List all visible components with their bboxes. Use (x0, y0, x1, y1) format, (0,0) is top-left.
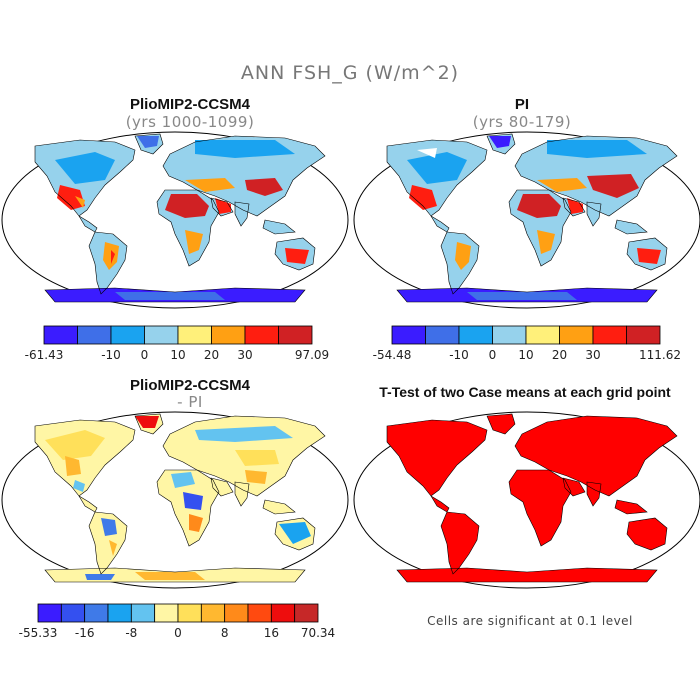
colorbar-swatch (270, 603, 296, 623)
panel-diff-title: PlioMIP2-CCSM4 (129, 377, 250, 394)
colorbar-swatch (626, 325, 661, 345)
colorbar-tick-label: 70.34 (301, 626, 335, 640)
colorbar-tick-label: 16 (264, 626, 279, 640)
colorbar-tick-label: 20 (204, 348, 219, 362)
colorbar-swatch (278, 325, 313, 345)
colorbar-swatch (224, 603, 249, 623)
colorbar-swatch (294, 603, 319, 623)
colorbar-swatch (177, 325, 212, 345)
colorbar-swatch (200, 603, 226, 623)
map-case (1, 131, 349, 309)
colorbar-diff: -55.33 -16 -8 0 8 16 70.34 (19, 603, 335, 640)
colorbar-tick-label: 0 (174, 626, 182, 640)
colorbar-tick-label: 97.09 (295, 348, 329, 362)
colorbar-swatch (425, 325, 460, 345)
colorbar-tick-label: 30 (585, 348, 600, 362)
colorbar-swatch (77, 325, 112, 345)
colorbar-swatch (110, 325, 145, 345)
colorbar-case: -61.43 -10 0 10 20 30 97.09 (25, 325, 329, 362)
colorbar-swatch (559, 325, 594, 345)
colorbar-swatch (458, 325, 493, 345)
map-ttest (353, 411, 700, 589)
colorbar-swatch (247, 603, 272, 623)
colorbar-tick-label: 10 (518, 348, 533, 362)
panel-ttest-title: T-Test of two Case means at each grid po… (379, 384, 671, 400)
colorbar-swatch (154, 603, 179, 623)
colorbar-swatch (211, 325, 246, 345)
map-diff (1, 411, 349, 589)
colorbar-tick-label: 111.62 (639, 348, 681, 362)
map-control (353, 131, 700, 309)
panel-diff-subtitle: - PI (177, 393, 203, 411)
colorbar-swatch (107, 603, 132, 623)
colorbar-control: -54.48 -10 0 10 20 30 111.62 (373, 325, 681, 362)
colorbar-swatch (592, 325, 627, 345)
colorbar-tick-label: -16 (75, 626, 95, 640)
colorbar-tick-label: -61.43 (25, 348, 64, 362)
colorbar-swatch (492, 325, 527, 345)
figure-title: ANN FSH_G (W/m^2) (240, 62, 460, 84)
colorbar-swatch (130, 603, 156, 623)
colorbar-swatch (391, 325, 426, 345)
colorbar-swatch (84, 603, 109, 623)
colorbar-tick-label: 10 (170, 348, 185, 362)
colorbar-swatch (60, 603, 86, 623)
colorbar-tick-label: 8 (221, 626, 229, 640)
colorbar-swatch (43, 325, 78, 345)
panel-control-subtitle: (yrs 80-179) (472, 113, 572, 131)
colorbar-tick-label: 0 (489, 348, 497, 362)
colorbar-swatch (525, 325, 560, 345)
colorbar-swatch (244, 325, 279, 345)
panel-case-subtitle: (yrs 1000-1099) (125, 113, 255, 131)
colorbar-tick-label: -8 (125, 626, 137, 640)
colorbar-swatch (37, 603, 62, 623)
panel-case-title: PlioMIP2-CCSM4 (129, 96, 250, 113)
colorbar-tick-label: -10 (449, 348, 469, 362)
colorbar-tick-label: 30 (237, 348, 252, 362)
significance-footnote: Cells are significant at 0.1 level (427, 614, 633, 628)
panel-control-title: PI (514, 96, 530, 113)
colorbar-tick-label: -55.33 (19, 626, 58, 640)
colorbar-swatch (144, 325, 179, 345)
colorbar-tick-label: 20 (552, 348, 567, 362)
colorbar-tick-label: -10 (101, 348, 121, 362)
colorbar-swatch (177, 603, 202, 623)
colorbar-tick-label: -54.48 (373, 348, 412, 362)
colorbar-tick-label: 0 (141, 348, 149, 362)
